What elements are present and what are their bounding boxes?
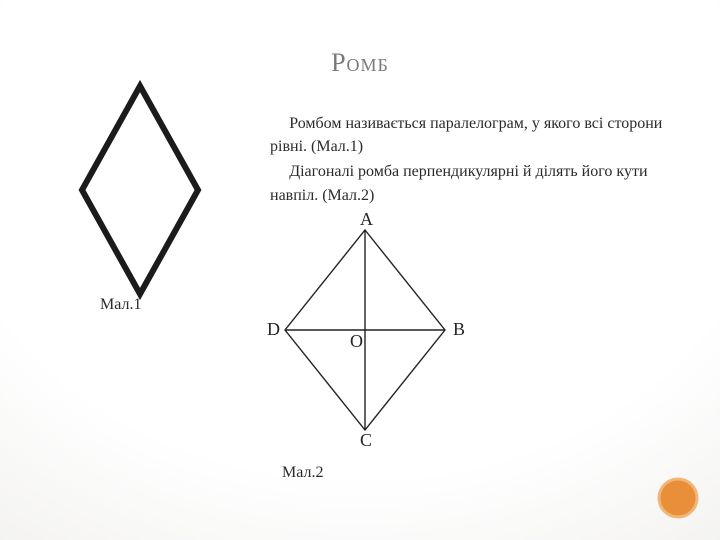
vertex-label-a: A xyxy=(360,212,373,229)
rhombus-outline-svg xyxy=(70,80,210,300)
accent-circle-shape xyxy=(659,479,697,517)
figure-1-caption: Мал.1 xyxy=(100,296,141,314)
paragraph-1: Ромбом називається паралелограм, у якого… xyxy=(270,112,690,158)
figure-2: A B C D O xyxy=(250,212,480,447)
vertex-label-b: B xyxy=(453,319,465,339)
slide-title: Ромб xyxy=(0,48,720,78)
figure-2-caption: Мал.2 xyxy=(282,464,323,482)
accent-circle-icon xyxy=(656,476,700,520)
vertex-label-c: C xyxy=(360,430,372,447)
figure-1 xyxy=(70,80,210,330)
center-label-o: O xyxy=(350,331,363,351)
paragraph-2: Діагоналі ромба перпендикулярні й ділять… xyxy=(270,160,690,206)
rhombus-outline-shape xyxy=(82,86,198,294)
vertex-label-d: D xyxy=(267,319,280,339)
body-text-block: Ромбом називається паралелограм, у якого… xyxy=(270,112,690,209)
rhombus-diagonals-svg: A B C D O xyxy=(250,212,480,447)
